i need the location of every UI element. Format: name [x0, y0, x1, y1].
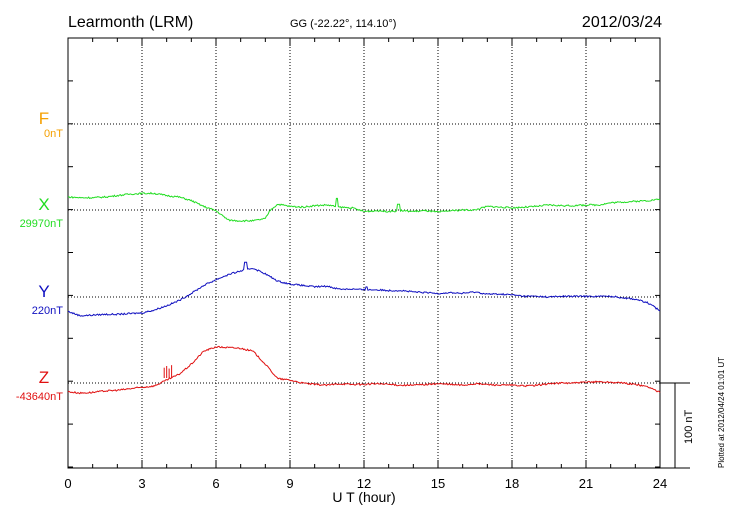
scale-bar-label: 100 nT — [683, 409, 695, 444]
x-tick-label: 18 — [505, 476, 519, 491]
x-axis-label: U T (hour) — [332, 489, 395, 505]
series-line-z — [67, 345, 661, 395]
x-tick-label: 0 — [64, 476, 71, 491]
series-baseline-z: -43640nT — [16, 391, 63, 403]
grid — [68, 38, 660, 468]
x-tick-label: 24 — [653, 476, 667, 491]
coordinates-label: GG (-22.22°, 114.10°) — [290, 18, 396, 30]
plotted-timestamp: Plotted at 2012/04/24 01:01 UT — [717, 357, 726, 468]
series-name-z: Z — [39, 368, 49, 387]
x-tick-label: 21 — [579, 476, 593, 491]
series-line-y — [67, 261, 661, 317]
date-label: 2012/03/24 — [582, 14, 662, 31]
station-title: Learmonth (LRM) — [68, 14, 193, 31]
x-tick-label: 9 — [286, 476, 293, 491]
series-name-f: F — [39, 109, 49, 128]
x-tick-label: 15 — [431, 476, 445, 491]
series-baseline-x: 29970nT — [20, 218, 64, 230]
axis-ticks — [67, 37, 661, 468]
x-tick-label: 6 — [212, 476, 219, 491]
series-name-y: Y — [38, 282, 49, 301]
x-tick-label: 3 — [138, 476, 145, 491]
series-name-x: X — [38, 195, 49, 214]
scale-bar: 100 nT — [660, 382, 695, 469]
series-baseline-y: 220nT — [32, 305, 63, 317]
series-line-x — [68, 191, 661, 223]
x-tick-labels: 0 3 6 9 12 15 18 21 24 — [64, 476, 667, 491]
plot-frame — [67, 37, 661, 469]
series-baseline-f: 0nT — [44, 128, 63, 140]
x-tick-label: 12 — [357, 476, 371, 491]
series-layer — [67, 191, 661, 395]
